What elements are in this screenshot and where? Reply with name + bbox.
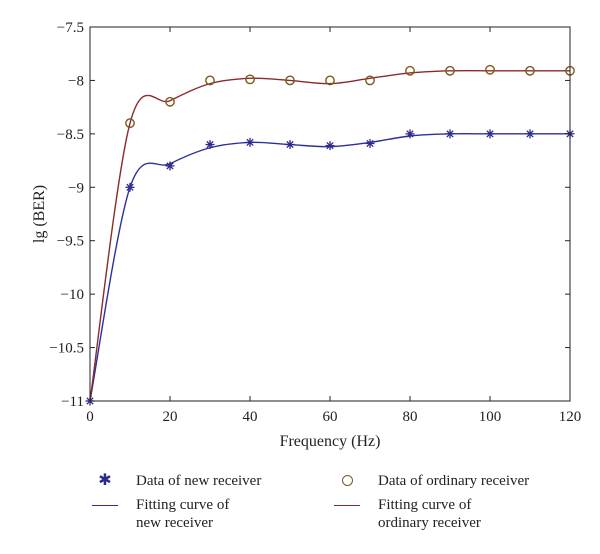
star-stroke [246, 138, 254, 147]
data-point-ordinary [405, 65, 415, 76]
x-tick-label: 0 [86, 409, 94, 425]
axis-ticks: 0 20 40 60 80 100 120 −7.5 −8 −8.5 −9 −9.5 −10 −10.5 −… [49, 20, 581, 425]
data-point-ordinary [285, 75, 295, 86]
data-point-new [205, 140, 215, 150]
x-axis-title: Frequency (Hz) [280, 433, 381, 450]
data-point-new [325, 141, 335, 151]
y-tick-label: −7.5 [57, 20, 84, 36]
series-line-3 [89, 69, 570, 402]
y-tick-label: −8.5 [57, 127, 84, 143]
star-stroke [446, 130, 454, 138]
data-point-new [365, 138, 375, 148]
data-point-new [245, 137, 255, 147]
y-tick-label: −9 [68, 180, 84, 196]
y-axis-title: lg (BER) [31, 185, 48, 243]
x-tick-label: 60 [323, 409, 338, 425]
series-points [85, 64, 575, 406]
x-tick-label: 100 [479, 409, 502, 425]
data-point-ordinary [205, 75, 215, 86]
data-point-new [445, 129, 455, 139]
star-stroke [526, 130, 534, 138]
data-point-new [165, 161, 175, 171]
data-point-ordinary [485, 64, 495, 75]
x-tick-label: 120 [559, 409, 582, 425]
series-lines [89, 69, 570, 402]
star-stroke [286, 140, 294, 149]
y-tick-label: −8 [68, 73, 84, 89]
star-stroke [366, 139, 374, 148]
y-tick-label: −10 [61, 287, 84, 303]
data-point-ordinary [365, 75, 375, 86]
data-point-new [525, 129, 535, 139]
data-point-new [125, 182, 135, 192]
data-point-ordinary [165, 96, 175, 107]
data-point-ordinary [525, 65, 535, 76]
data-point-ordinary [325, 75, 335, 86]
data-point-new [485, 129, 495, 139]
y-tick-label: −9.5 [57, 234, 84, 250]
star-stroke [486, 130, 494, 138]
star-stroke [206, 140, 214, 149]
x-tick-label: 80 [403, 409, 418, 425]
data-point-ordinary [125, 118, 135, 129]
star-stroke [166, 162, 174, 170]
data-point-new [285, 140, 295, 150]
data-point-new [405, 129, 415, 139]
data-point-ordinary [445, 65, 455, 76]
x-tick-label: 40 [243, 409, 258, 425]
star-stroke [126, 183, 134, 191]
star-stroke [406, 130, 414, 138]
data-point-ordinary [245, 74, 255, 85]
star-stroke [326, 141, 334, 150]
y-tick-label: −11 [61, 394, 84, 410]
series-line-2 [89, 133, 570, 402]
y-tick-label: −10.5 [49, 341, 84, 357]
x-tick-label: 20 [163, 409, 178, 425]
